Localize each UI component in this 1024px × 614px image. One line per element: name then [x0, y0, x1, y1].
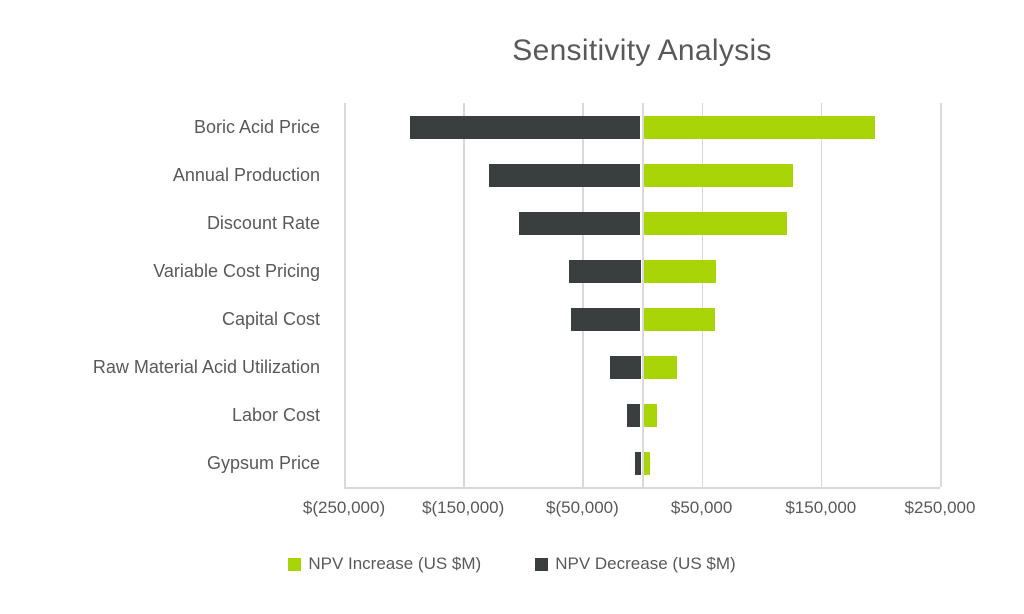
npv-decrease-bar — [609, 355, 641, 379]
npv-decrease-bar — [627, 403, 641, 427]
npv-decrease-bar — [571, 307, 641, 331]
x-tick-label: $150,000 — [785, 498, 857, 517]
category-label: Annual Production — [172, 164, 320, 185]
gridline — [701, 103, 704, 487]
gridline — [463, 103, 465, 487]
gridline — [582, 103, 584, 487]
gridline — [344, 103, 346, 487]
legend-label: NPV Decrease (US $M) — [555, 554, 736, 573]
gridline — [940, 103, 942, 487]
npv-increase-bar — [643, 355, 677, 379]
plot-area — [344, 103, 942, 489]
category-label: Labor Cost — [231, 404, 320, 425]
npv-increase-bar — [643, 451, 650, 475]
npv-increase-bar — [643, 211, 787, 235]
legend-swatch-icon — [535, 557, 549, 571]
legend-item: NPV Increase (US $M) — [288, 554, 481, 574]
category-label: Capital Cost — [221, 308, 320, 329]
category-label: Variable Cost Pricing — [153, 260, 320, 281]
legend-label: NPV Increase (US $M) — [308, 554, 482, 573]
npv-decrease-bar — [634, 451, 641, 475]
x-tick-label: $250,000 — [904, 498, 976, 517]
category-label: Gypsum Price — [206, 452, 320, 473]
chart-title: Sensitivity Analysis — [512, 34, 772, 67]
npv-increase-bar — [643, 403, 657, 427]
npv-decrease-bar — [518, 211, 641, 235]
zero-axis-line — [642, 103, 644, 487]
x-axis-line — [344, 487, 940, 489]
x-tick-label: $(50,000) — [546, 498, 619, 517]
category-axis: Boric Acid Price Annual Production Discoun… — [0, 103, 320, 487]
x-tick-label: $50,000 — [670, 498, 733, 517]
npv-increase-bar — [643, 115, 875, 139]
category-label: Boric Acid Price — [193, 116, 320, 137]
npv-decrease-bar — [410, 115, 641, 139]
category-label: Raw Material Acid Utilization — [92, 356, 320, 377]
x-tick-label: $(150,000) — [422, 498, 505, 517]
legend: NPV Increase (US $M) NPV Decrease (US $M) — [0, 551, 1024, 577]
npv-decrease-bar — [569, 259, 641, 283]
value-axis: $(250,000) $(150,000) $(50,000) $50,000 $150… — [303, 498, 976, 522]
x-tick-label: $(250,000) — [302, 498, 386, 517]
category-label: Discount Rate — [206, 212, 320, 233]
gridline — [820, 103, 823, 487]
npv-decrease-bar — [489, 163, 641, 187]
npv-increase-bar — [643, 163, 793, 187]
legend-item: NPV Decrease (US $M) — [535, 554, 736, 574]
npv-increase-bar — [643, 307, 715, 331]
legend-swatch-icon — [288, 557, 302, 571]
npv-increase-bar — [643, 259, 717, 283]
